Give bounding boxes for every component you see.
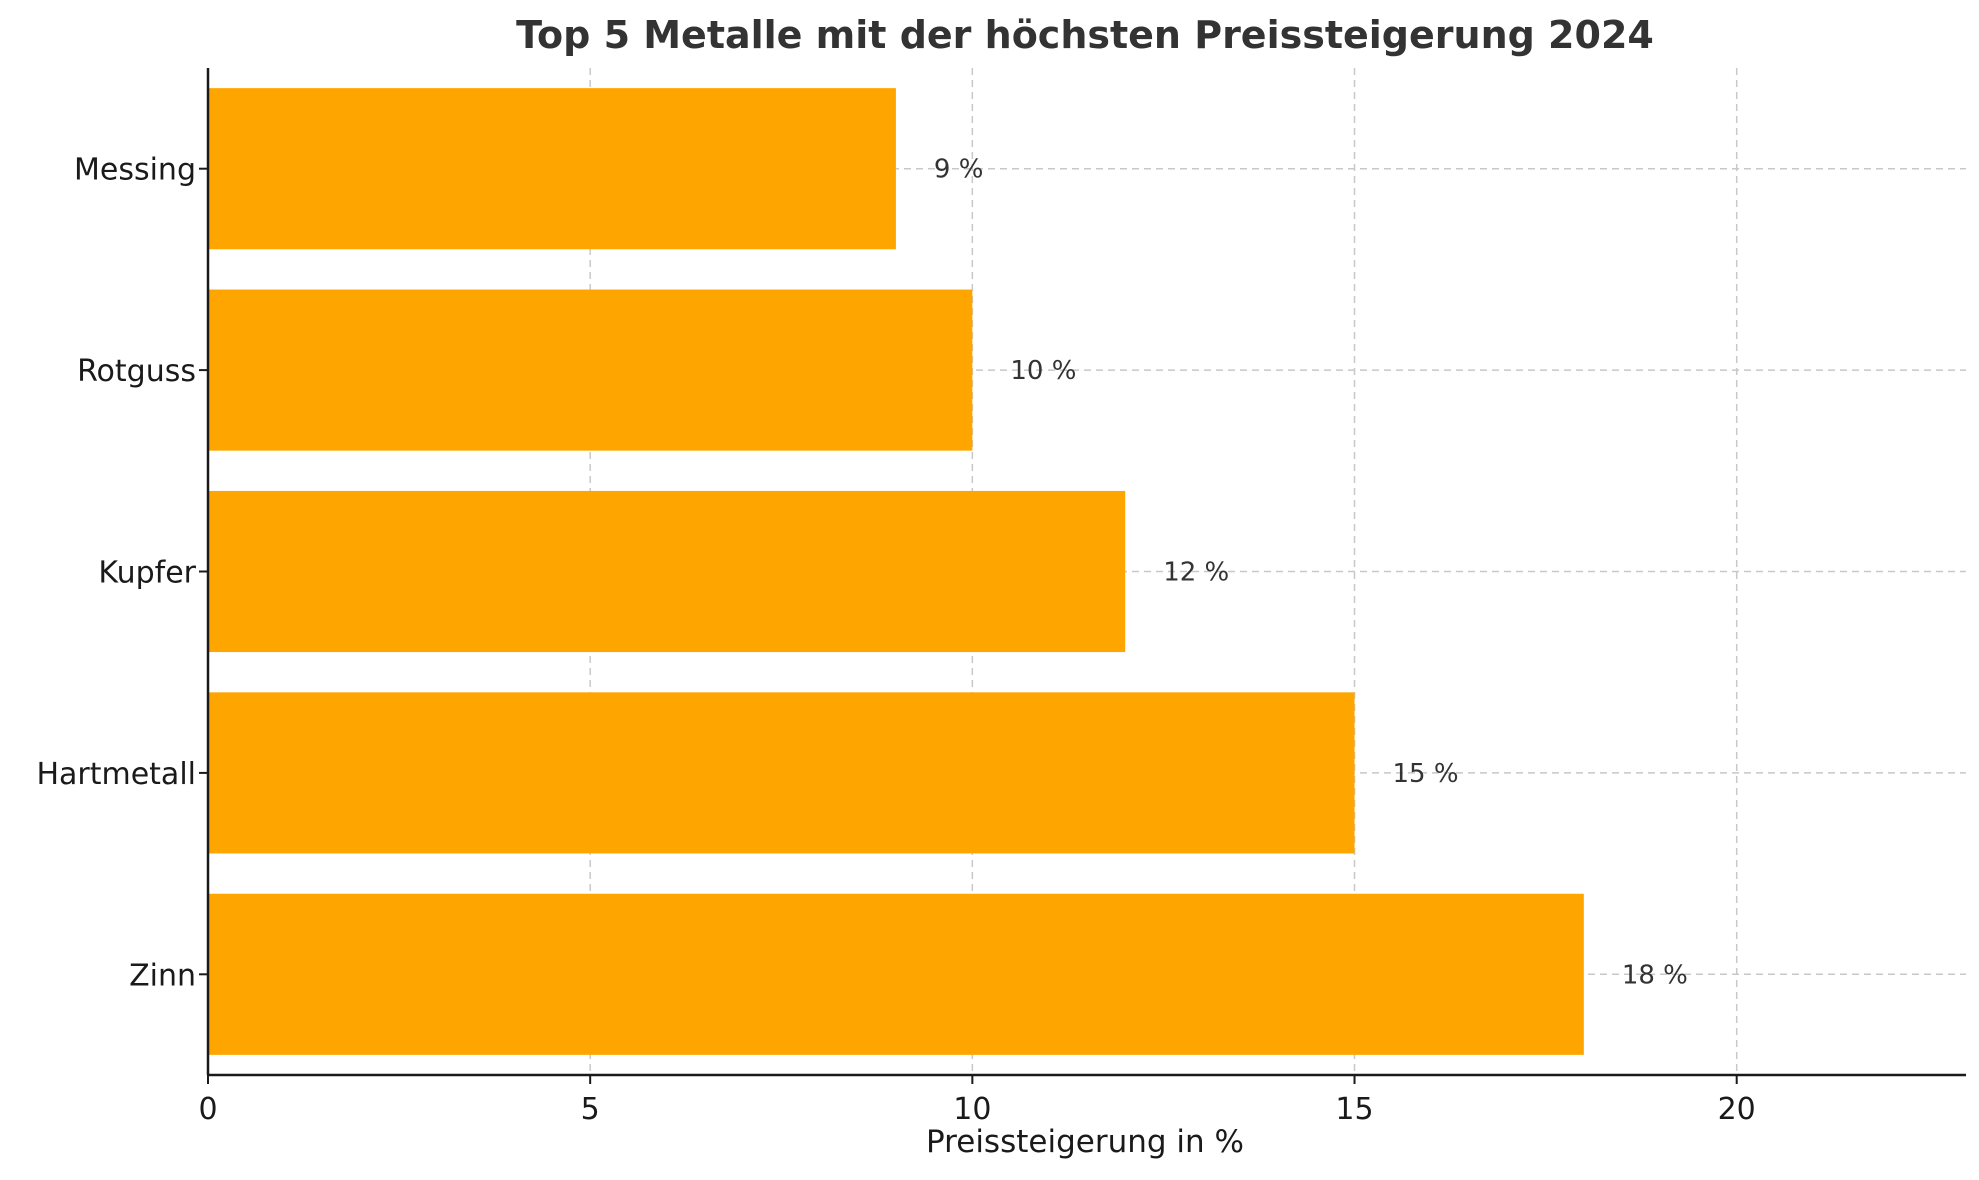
bar: [208, 88, 896, 250]
x-axis-label: Preissteigerung in %: [926, 1124, 1244, 1160]
bar-value-label: 10 %: [1010, 356, 1076, 386]
bar: [208, 289, 973, 451]
y-tick-label: Messing: [74, 153, 196, 188]
x-tick-label: 15: [1335, 1092, 1373, 1127]
bar: [208, 490, 1126, 653]
x-tick-label: 0: [198, 1092, 217, 1127]
bar: [208, 692, 1355, 854]
y-tick-label: Kupfer: [98, 556, 196, 591]
y-axis-ticks: Zinn Hartmetall Kupfer Rotguss Messing: [36, 153, 208, 993]
bar-value-label: 15 %: [1393, 759, 1459, 789]
chart-title: Top 5 Metalle mit der höchsten Preisstei…: [516, 13, 1654, 57]
x-tick-label: 5: [581, 1092, 600, 1127]
y-tick-label: Hartmetall: [36, 757, 196, 792]
x-axis-ticks: 0 5 10 15 20: [198, 1075, 1756, 1127]
y-tick-label: Rotguss: [77, 354, 196, 389]
bar-value-label: 18 %: [1622, 960, 1688, 990]
bar-value-label: 12 %: [1163, 558, 1229, 588]
bar-value-label: 9 %: [934, 155, 984, 185]
bar: [208, 893, 1584, 1055]
y-tick-label: Zinn: [129, 958, 196, 993]
x-tick-label: 20: [1718, 1092, 1756, 1127]
bar-value-labels: 18 % 15 % 12 % 10 % 9 %: [934, 155, 1688, 991]
x-tick-label: 10: [953, 1092, 991, 1127]
bars: [208, 88, 1584, 1055]
